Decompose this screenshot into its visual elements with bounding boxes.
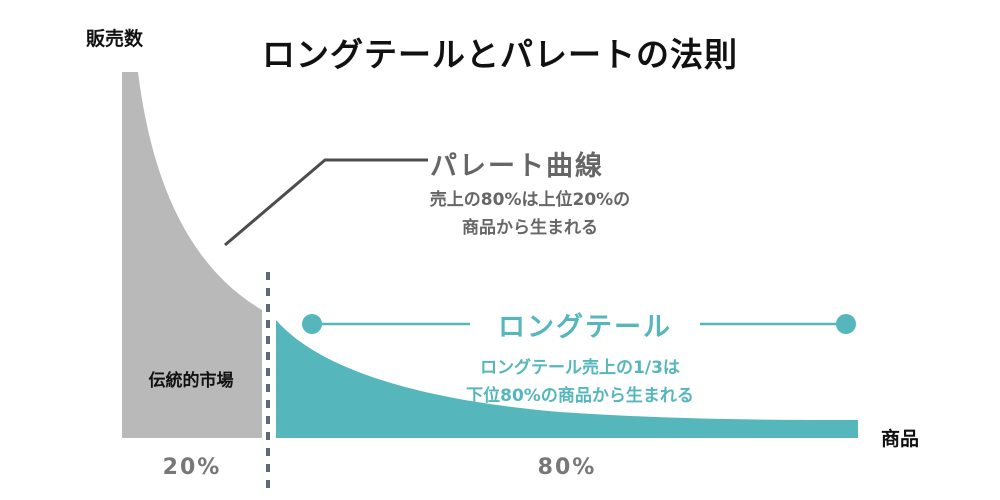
long-tail-span-end-dot xyxy=(836,314,856,334)
pareto-description-line1: 売上の80%は上位20%の xyxy=(429,190,631,210)
left-segment-percent: 20% xyxy=(162,455,222,480)
pareto-pointer-line xyxy=(224,158,428,247)
long-tail-label: ロングテール xyxy=(470,305,700,344)
head-region xyxy=(122,72,262,438)
pareto-description-line2: 商品から生まれる xyxy=(462,218,598,238)
long-tail-span-start-dot xyxy=(302,314,322,334)
pareto-curve-label: パレート曲線 xyxy=(430,151,604,182)
long-tail-region xyxy=(276,320,858,438)
x-axis-label: 商品 xyxy=(881,428,920,450)
diagram-title: ロングテールとパレートの法則 xyxy=(262,35,738,74)
y-axis-label: 販売数 xyxy=(86,28,144,50)
long-tail-description-line2: 下位80%の商品から生まれる xyxy=(466,386,694,406)
pareto-description: 売上の80%は上位20%の 商品から生まれる xyxy=(390,186,670,242)
long-tail-description-line1: ロングテール売上の1/3は xyxy=(480,358,680,378)
right-segment-percent: 80% xyxy=(537,455,597,480)
traditional-market-label: 伝統的市場 xyxy=(148,371,234,391)
long-tail-description: ロングテール売上の1/3は 下位80%の商品から生まれる xyxy=(415,354,745,410)
